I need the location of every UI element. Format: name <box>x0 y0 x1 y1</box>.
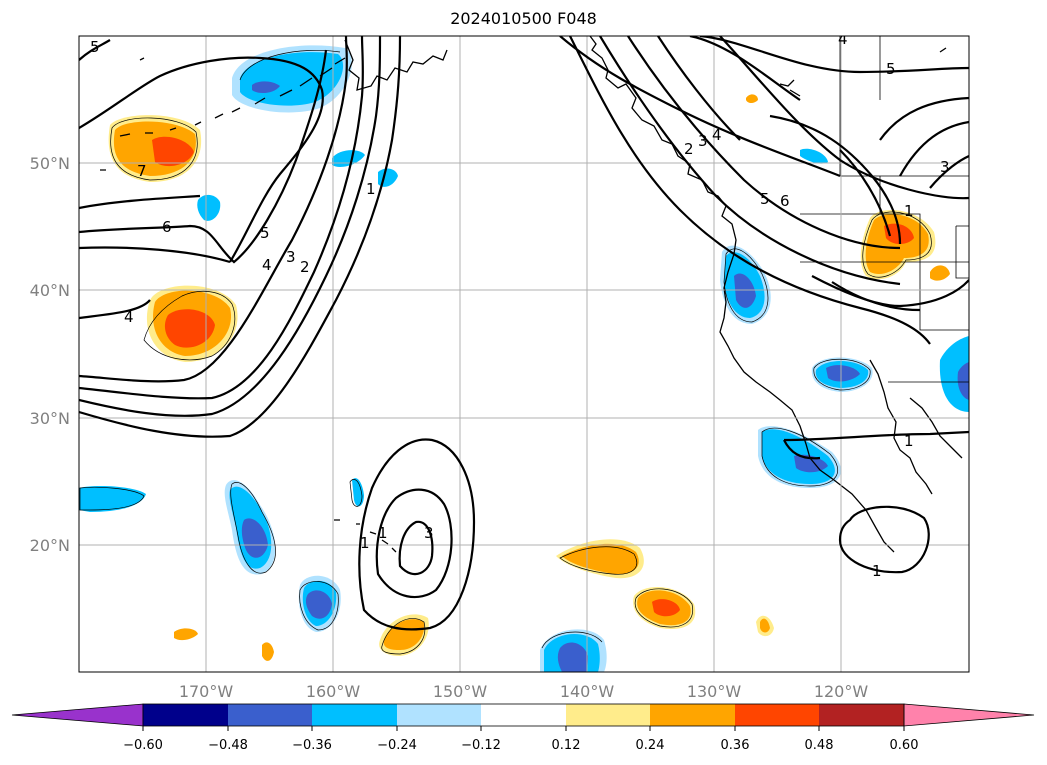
colorbar-segment <box>650 704 735 726</box>
colorbar-tick-label: −0.36 <box>292 738 332 753</box>
map-title: 2024010500 F048 <box>450 9 597 28</box>
colorbar-tick-labels: −0.60 −0.48 −0.36 −0.24 −0.12 0.12 0.24 … <box>123 738 918 753</box>
colorbar-segment <box>735 704 819 726</box>
anomaly-blob-positive <box>174 628 198 641</box>
lon-label: 160°W <box>306 682 361 701</box>
anomaly-blob-negative <box>197 194 221 221</box>
anomaly-blob-negative <box>540 629 607 672</box>
colorbar-tick-label: −0.12 <box>461 738 501 753</box>
colorbar: −0.60 −0.48 −0.36 −0.24 −0.12 0.12 0.24 … <box>11 703 1035 753</box>
contour-label: 1 <box>904 202 914 220</box>
colorbar-extend-high <box>903 703 1035 727</box>
lon-label: 130°W <box>687 682 742 701</box>
colorbar-tick-label: 0.60 <box>890 738 919 753</box>
longitude-labels: 170°W 160°W 150°W 140°W 130°W 120°W <box>179 682 869 701</box>
contour-label: 1 <box>366 180 376 198</box>
lat-label: 20°N <box>30 536 70 555</box>
colorbar-segment <box>397 704 481 726</box>
anomaly-blob-negative <box>298 575 341 632</box>
contour-label: 4 <box>124 308 134 326</box>
anomaly-blob-positive <box>562 543 639 575</box>
anomaly-blob-negative <box>224 480 276 575</box>
colorbar-segment <box>481 704 566 726</box>
anomaly-blob-negative <box>800 148 828 164</box>
shaded-anomalies <box>79 45 969 672</box>
colorbar-segment <box>312 704 397 726</box>
anomaly-blob-negative <box>811 357 873 392</box>
contour-label: 4 <box>712 126 722 144</box>
lat-label: 50°N <box>30 154 70 173</box>
colorbar-outline <box>142 703 905 727</box>
colorbar-segment <box>228 704 312 726</box>
anomaly-blob-positive <box>746 94 758 103</box>
coastlines <box>100 36 963 553</box>
contour-label: 4 <box>838 30 848 48</box>
colorbar-tick-label: 0.48 <box>805 738 834 753</box>
lon-label: 170°W <box>179 682 234 701</box>
colorbar-segment <box>819 704 904 726</box>
anomaly-blob-negative <box>79 486 146 512</box>
lat-label: 30°N <box>30 409 70 428</box>
contour-label: 3 <box>940 158 950 176</box>
contour-label: 6 <box>162 218 172 236</box>
contour-label: 3 <box>698 132 708 150</box>
contour-label: 1 <box>904 432 914 450</box>
colorbar-tick-label: 0.12 <box>552 738 581 753</box>
contour-label: 3 <box>424 524 434 542</box>
contour-label: 1 <box>872 562 882 580</box>
anomaly-blob-negative <box>939 336 969 412</box>
contour-label: 3 <box>286 248 296 266</box>
map-frame <box>78 35 970 673</box>
anomaly-blob-positive <box>760 618 770 633</box>
lon-label: 140°W <box>560 682 615 701</box>
colorbar-tick-label: −0.48 <box>208 738 248 753</box>
colorbar-extend-low <box>11 703 144 727</box>
anomaly-blob-positive <box>146 285 238 362</box>
lat-label: 40°N <box>30 281 70 300</box>
contour-label: 5 <box>760 190 770 208</box>
map-background <box>79 36 969 672</box>
contour-label: 1 <box>378 524 388 542</box>
contour-label: 2 <box>684 140 694 158</box>
anomaly-blob-positive <box>262 642 274 661</box>
thin-contours <box>79 49 932 655</box>
anomaly-blob-positive <box>930 265 950 281</box>
anomaly-blob-negative <box>758 426 841 488</box>
latitude-labels: 20°N 30°N 40°N 50°N <box>30 154 70 555</box>
contour-label: 5 <box>90 38 100 56</box>
lon-label: 120°W <box>814 682 869 701</box>
colorbar-tick-label: 0.24 <box>636 738 665 753</box>
contour-label: 6 <box>780 192 790 210</box>
contour-labels: 5 4 7 6 5 4 3 2 1 1 3 1 2 3 4 5 6 3 1 1 … <box>90 30 950 580</box>
anomaly-blob-positive <box>633 586 696 629</box>
anomaly-blob-negative <box>720 245 771 324</box>
colorbar-segment <box>143 704 228 726</box>
gridlines <box>79 36 969 672</box>
contour-label: 7 <box>137 162 147 180</box>
colorbar-tick-label: 0.36 <box>721 738 750 753</box>
state-borders <box>800 36 969 383</box>
anomaly-blob-positive <box>108 115 202 182</box>
contour-label: 5 <box>886 60 896 78</box>
contour-label: 2 <box>300 258 310 276</box>
colorbar-tick-label: −0.24 <box>377 738 417 753</box>
contour-lines <box>79 36 969 631</box>
contour-label: 1 <box>360 534 370 552</box>
colorbar-tick-label: −0.60 <box>123 738 163 753</box>
lon-label: 150°W <box>433 682 488 701</box>
colorbar-ticks <box>142 726 905 731</box>
colorbar-segment <box>566 704 650 726</box>
contour-label: 4 <box>262 256 272 274</box>
anomaly-blob-negative <box>352 478 364 507</box>
contour-label: 5 <box>260 224 270 242</box>
